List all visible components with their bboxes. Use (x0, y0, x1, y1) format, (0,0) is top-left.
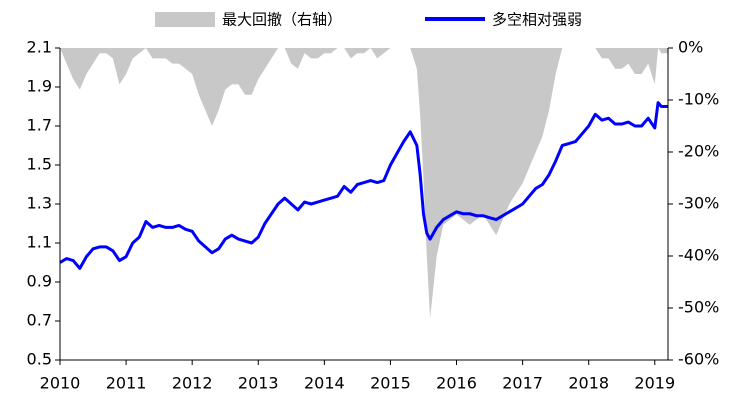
x-tick-label: 2015 (370, 374, 411, 393)
x-tick-label: 2011 (106, 374, 147, 393)
y2-tick-label: -10% (678, 90, 719, 109)
y2-tick-label: -60% (678, 350, 719, 369)
x-tick-label: 2013 (238, 374, 279, 393)
x-tick-label: 2014 (304, 374, 345, 393)
drawdown-area (60, 48, 668, 319)
y-tick-label: 1.3 (27, 194, 52, 213)
y2-tick-label: -40% (678, 246, 719, 265)
x-tick-label: 2010 (40, 374, 81, 393)
y-tick-label: 1.7 (27, 116, 52, 135)
y2-tick-label: -20% (678, 142, 719, 161)
y-tick-label: 1.9 (27, 77, 52, 96)
x-tick-label: 2012 (172, 374, 213, 393)
y-tick-label: 1.1 (27, 233, 52, 252)
x-tick-label: 2018 (568, 374, 609, 393)
x-tick-label: 2019 (634, 374, 675, 393)
y-tick-label: 0.5 (27, 350, 52, 369)
y-tick-label: 0.7 (27, 311, 52, 330)
x-tick-label: 2016 (436, 374, 477, 393)
legend-label: 最大回撤（右轴） (222, 11, 342, 29)
strength-line (59, 101, 668, 270)
y-tick-label: 0.9 (27, 272, 52, 291)
legend-label: 多空相对强弱 (492, 11, 582, 29)
y-tick-label: 1.5 (27, 155, 52, 174)
x-tick-label: 2017 (502, 374, 543, 393)
y2-tick-label: -30% (678, 194, 719, 213)
y-tick-label: 2.1 (27, 38, 52, 57)
y2-tick-label: -50% (678, 298, 719, 317)
y2-tick-label: 0% (678, 38, 703, 57)
legend-swatch (155, 12, 215, 27)
